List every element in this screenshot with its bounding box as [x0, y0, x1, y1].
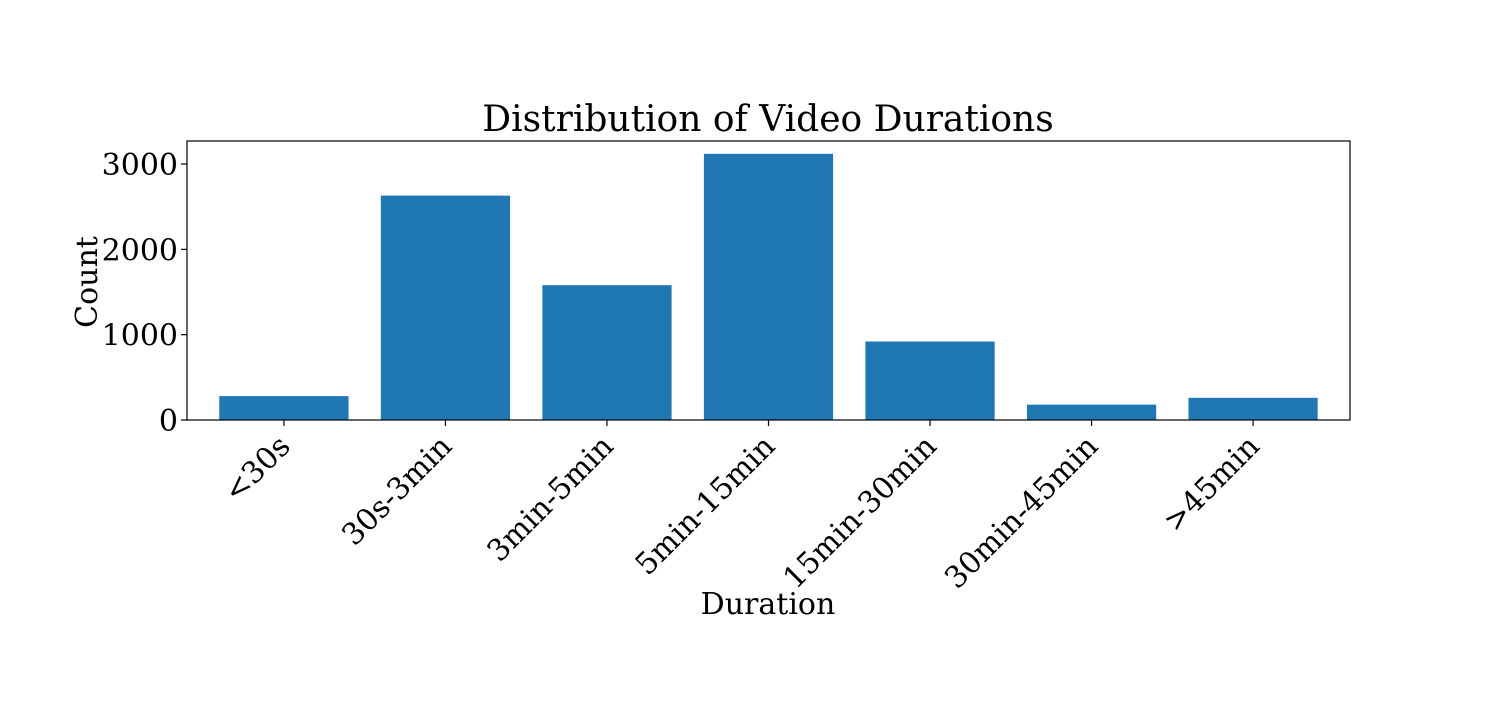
x-tick-label-1: 30s-3min	[335, 429, 459, 553]
x-tick-label-0: <30s	[217, 429, 297, 509]
x-tick-label-2: 3min-5min	[481, 429, 621, 569]
y-axis-label: Count	[70, 236, 105, 328]
plot-area	[219, 153, 1318, 421]
x-tick-label-3: 5min-15min	[629, 429, 783, 583]
x-axis-label: Duration	[701, 587, 836, 622]
bar-6	[1188, 397, 1318, 420]
plot-frame	[186, 140, 1351, 421]
bar-1	[380, 195, 511, 420]
x-tick-label-6: >45min	[1157, 429, 1267, 539]
chart-title: Distribution of Video Durations	[482, 99, 1053, 140]
bar-5	[1026, 404, 1157, 420]
y-tick-label-3: 3000	[102, 148, 178, 183]
bar-0	[219, 396, 349, 420]
y-tick-label-2: 2000	[102, 233, 178, 268]
x-axis: <30s 30s-3min 3min-5min 5min-15min15min-30m…	[217, 420, 1267, 596]
x-tick-label-5: 30min-45min	[938, 429, 1105, 596]
x-tick-label-4: 15min-30min	[777, 429, 944, 596]
bar-4	[865, 341, 995, 420]
y-axis: 0 1000 2000 3000	[102, 148, 187, 439]
y-tick-label-1: 1000	[102, 319, 178, 354]
bar-2	[542, 285, 672, 420]
bar-3	[703, 153, 834, 421]
y-tick-label-0: 0	[159, 404, 178, 439]
